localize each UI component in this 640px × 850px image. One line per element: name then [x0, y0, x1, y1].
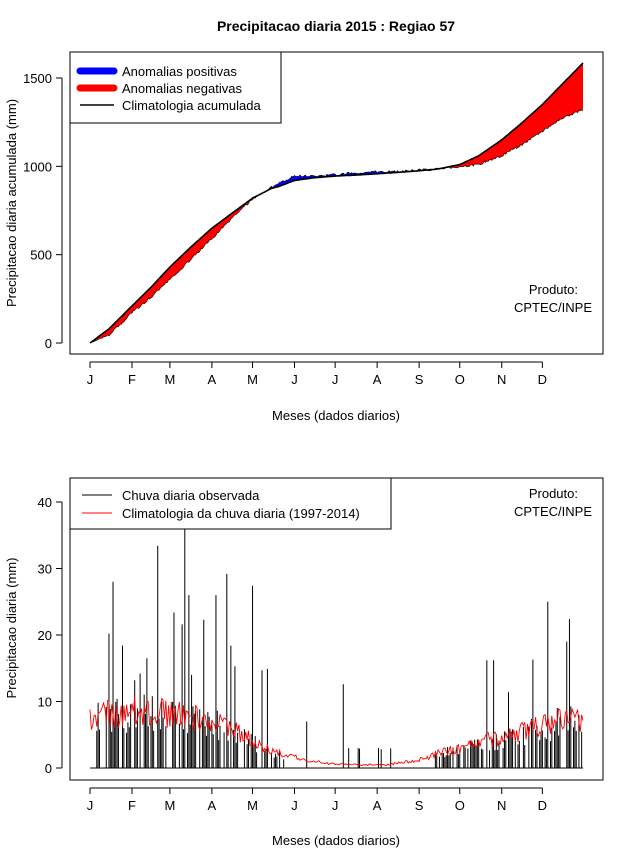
- x-tick-label: J: [332, 372, 339, 387]
- top-annotation-product: Produto:: [529, 282, 578, 297]
- legend-label-negative: Anomalias negativas: [122, 81, 242, 96]
- y-tick-label: 30: [38, 562, 52, 577]
- climatology-accumulated-line: [89, 62, 584, 344]
- x-tick-label: M: [164, 798, 175, 813]
- bottom-annotation-source: CPTEC/INPE: [514, 504, 592, 519]
- y-tick-label: 1000: [23, 159, 52, 174]
- bottom-axes: J F M A M J J A S O N D 0 10 20 30 40: [38, 495, 548, 813]
- x-tick-label: S: [415, 372, 424, 387]
- bottom-plot-data: [89, 527, 584, 769]
- y-tick-label: 10: [38, 695, 52, 710]
- x-tick-label: D: [538, 372, 547, 387]
- y-tick-label: 500: [30, 248, 52, 263]
- x-tick-label: A: [373, 798, 382, 813]
- x-tick-label: O: [455, 798, 465, 813]
- bottom-annotation-product: Produto:: [529, 486, 578, 501]
- x-tick-label: D: [538, 798, 547, 813]
- legend-label-climatology: Climatologia acumulada: [122, 98, 262, 113]
- top-x-axis-label: Meses (dados diarios): [272, 408, 400, 423]
- daily-climatology-line: [89, 697, 584, 767]
- x-tick-label: M: [247, 798, 258, 813]
- legend-label-positive: Anomalias positivas: [122, 64, 237, 79]
- x-tick-label: J: [291, 372, 298, 387]
- x-tick-label: F: [128, 372, 136, 387]
- top-annotation-source: CPTEC/INPE: [514, 300, 592, 315]
- bottom-x-axis-label: Meses (dados diarios): [272, 833, 400, 848]
- top-plot-data: [89, 62, 584, 344]
- x-tick-label: A: [208, 798, 217, 813]
- x-tick-label: J: [291, 798, 298, 813]
- bottom-legend-box: [69, 477, 392, 530]
- negative-anomaly-area: [450, 63, 583, 169]
- negative-anomaly-area: [91, 192, 263, 343]
- x-tick-label: A: [208, 372, 217, 387]
- top-legend: Anomalias positivas Anomalias negativas …: [69, 51, 282, 124]
- x-tick-label: M: [247, 372, 258, 387]
- x-tick-label: A: [373, 372, 382, 387]
- x-tick-label: J: [87, 798, 94, 813]
- x-tick-label: J: [87, 372, 94, 387]
- y-tick-label: 20: [38, 628, 52, 643]
- top-axes: J F M A M J J A S O N D 0 500 1000 1500: [23, 71, 547, 387]
- chart-title: Precipitacao diaria 2015 : Regiao 57: [217, 18, 455, 34]
- x-tick-label: J: [332, 798, 339, 813]
- x-tick-label: F: [128, 798, 136, 813]
- x-tick-label: S: [415, 798, 424, 813]
- y-tick-label: 40: [38, 495, 52, 510]
- y-tick-label: 0: [45, 761, 52, 776]
- x-tick-label: N: [497, 372, 506, 387]
- x-tick-label: M: [164, 372, 175, 387]
- legend-label-observed: Chuva diaria observada: [122, 488, 260, 503]
- legend-label-daily-climatology: Climatologia da chuva diaria (1997-2014): [122, 506, 360, 521]
- top-plot-frame: [69, 51, 604, 355]
- bottom-y-axis-label: Precipitacao diaria (mm): [4, 558, 19, 699]
- y-tick-label: 0: [45, 336, 52, 351]
- y-tick-label: 1500: [23, 71, 52, 86]
- x-tick-label: O: [455, 372, 465, 387]
- bottom-legend: Chuva diaria observada Climatologia da c…: [69, 477, 392, 530]
- x-tick-label: N: [497, 798, 506, 813]
- top-y-axis-label: Precipitacao diaria acumulada (mm): [4, 99, 19, 307]
